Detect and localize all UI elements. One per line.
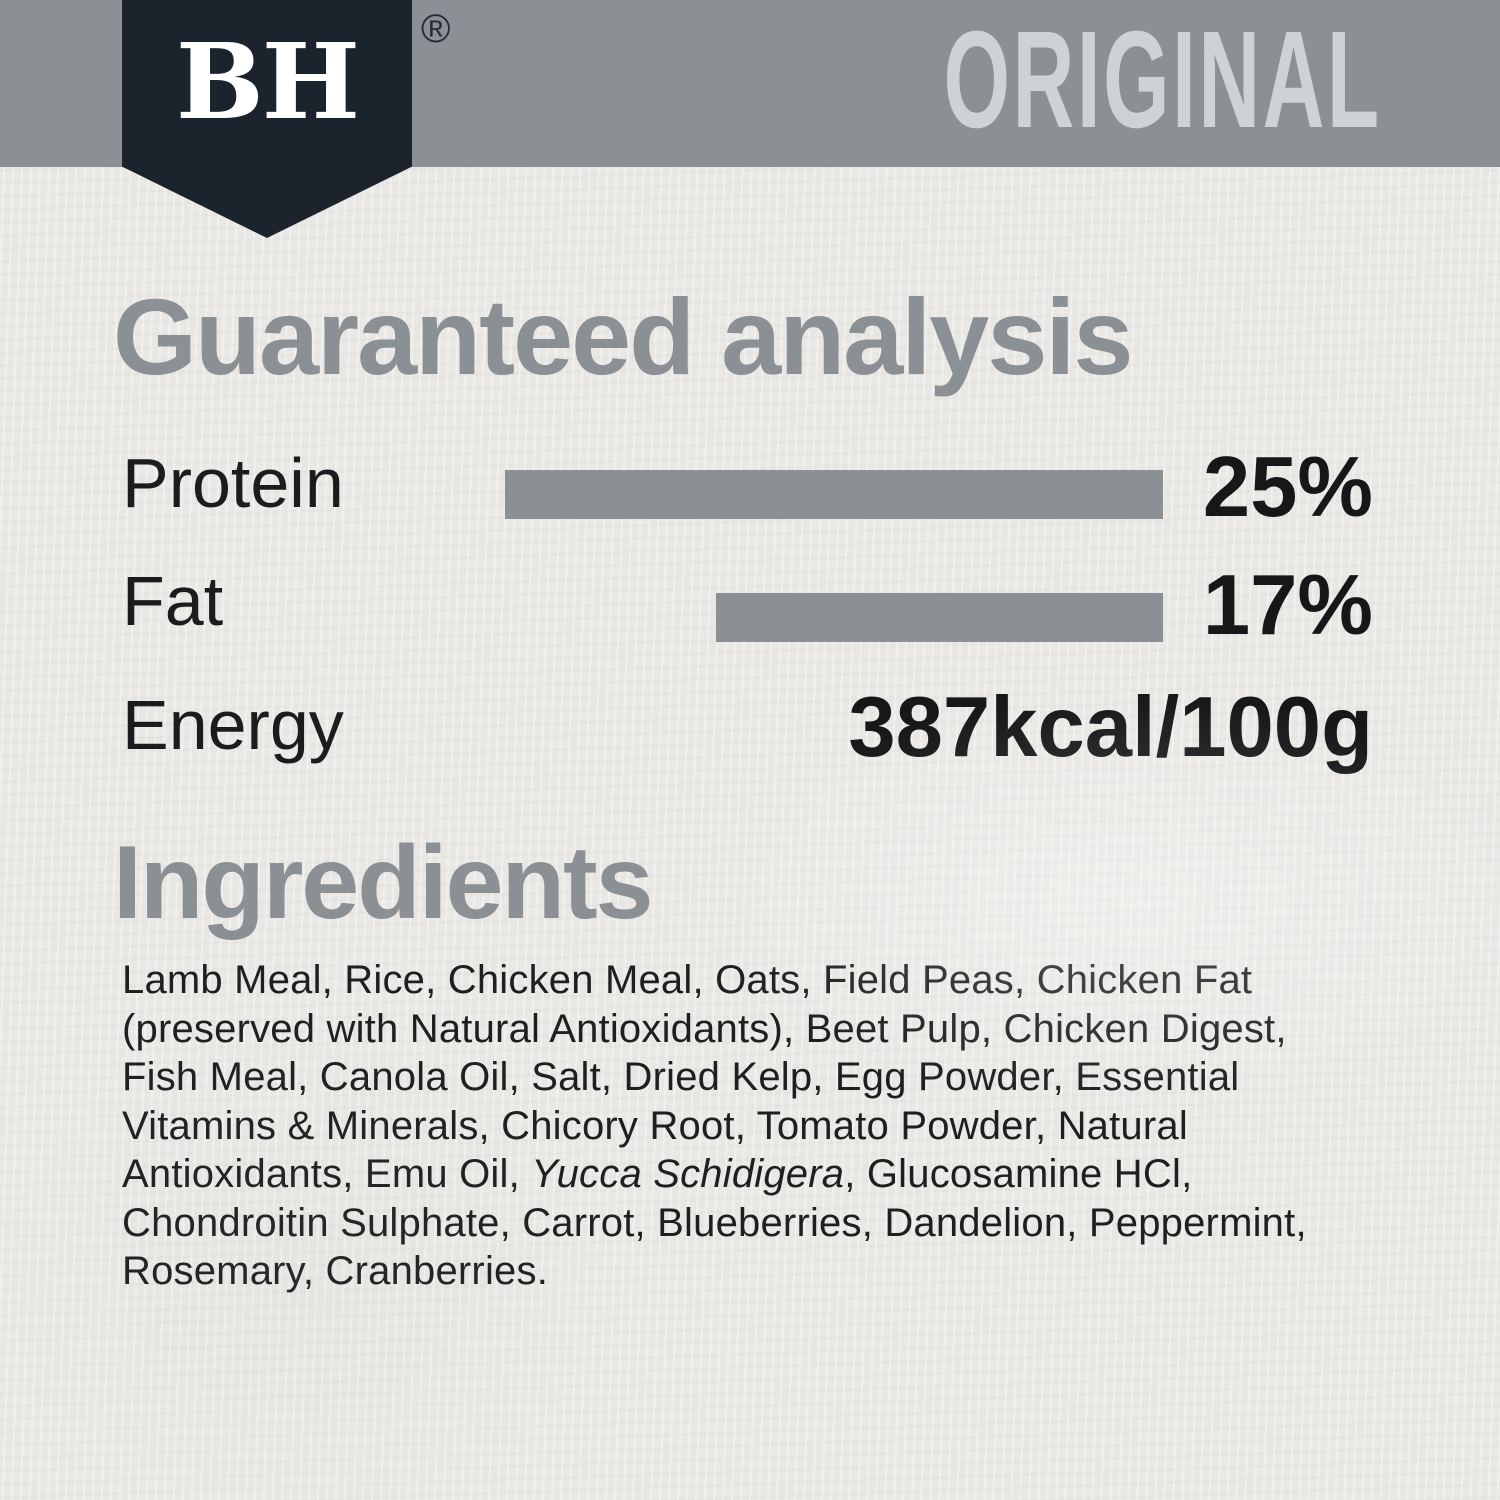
- ingredients-line: Chondroitin Sulphate, Carrot, Blueberrie…: [122, 1200, 1307, 1245]
- ingredients-line: Lamb Meal, Rice, Chicken Meal, Oats, Fie…: [122, 958, 1253, 1002]
- fat-label: Fat: [122, 562, 224, 640]
- energy-label: Energy: [122, 686, 344, 764]
- ingredients-line: Antioxidants, Emu Oil, Yucca Schidigera,…: [122, 1150, 1307, 1199]
- ingredients-paragraph: Lamb Meal, Rice, Chicken Meal, Oats, Fie…: [122, 956, 1307, 1296]
- ingredients-segment: , Glucosamine HCl,: [844, 1152, 1193, 1196]
- fat-bar: [716, 593, 1163, 642]
- ingredients-heading: Ingredients: [113, 825, 654, 941]
- brand-logo-text: BH: [175, 20, 360, 143]
- ingredients-segment-italic: Yucca Schidigera: [531, 1152, 845, 1196]
- ingredients-line: (preserved with Natural Antioxidants), B…: [122, 1006, 1287, 1051]
- ingredients-line: Rosemary, Cranberries.: [122, 1249, 549, 1293]
- ingredients-segment: Antioxidants, Emu Oil,: [122, 1152, 532, 1196]
- ingredients-line: Vitamins & Minerals, Chicory Root, Tomat…: [122, 1103, 1188, 1148]
- protein-label: Protein: [122, 444, 344, 522]
- ingredients-line: Fish Meal, Canola Oil, Salt, Dried Kelp,…: [122, 1055, 1240, 1099]
- energy-value: 387kcal/100g: [848, 680, 1373, 775]
- guaranteed-analysis-heading: Guaranteed analysis: [113, 276, 1133, 397]
- registered-trademark-symbol: ®: [421, 7, 451, 51]
- product-variant-label: ORIGINAL: [943, 3, 1382, 157]
- protein-bar: [505, 470, 1163, 519]
- brand-badge: BH: [122, 0, 412, 238]
- protein-value: 25%: [1202, 440, 1373, 535]
- fat-value: 17%: [1202, 558, 1373, 653]
